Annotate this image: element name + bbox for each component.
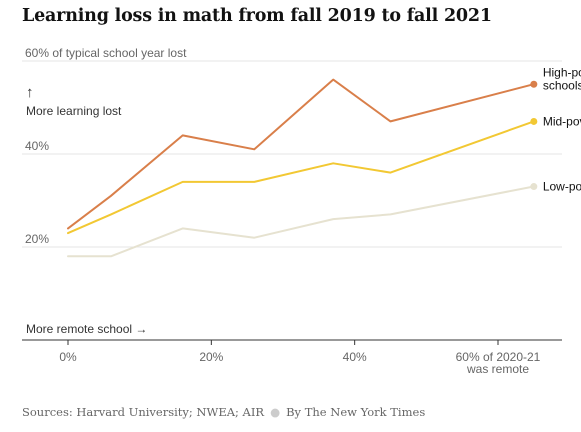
chart-title: Learning loss in math from fall 2019 to …: [22, 6, 492, 26]
series-line-high-poverty-schools: [67, 78, 535, 230]
series-end-dot-low-poverty: [530, 183, 538, 191]
series-line-low-poverty: [67, 185, 535, 258]
x-tick-label: 0%: [59, 350, 77, 364]
x-tick-label-line2: was remote: [466, 362, 529, 376]
series-end-dot-high-poverty-schools: [530, 80, 538, 88]
series-end-dot-mid-poverty: [530, 117, 538, 125]
footer: Sources: Harvard University; NWEA; AIR ● B…: [22, 405, 425, 419]
byline-text: By The New York Times: [286, 405, 426, 419]
y-tick-label: 60% of typical school year lost: [25, 46, 187, 60]
y-tick-label: 20%: [25, 232, 49, 246]
y-tick-label: 40%: [25, 139, 49, 153]
series-label-mid-poverty: Mid-poverty: [543, 114, 581, 128]
axis-annotations: ↑ More learning lost More remote school …: [26, 84, 147, 336]
x-tick-label: 40%: [343, 350, 367, 364]
series-label-high-poverty-schools: schools: [543, 78, 581, 92]
x-direction-label: More remote school →: [26, 322, 147, 336]
series-lines: [67, 78, 538, 258]
separator-dot-icon: ●: [270, 405, 281, 419]
series-labels: Low-poverty Mid-poverty High-povertyschool…: [543, 65, 581, 193]
x-tick-label: 60% of 2020-21: [456, 350, 541, 364]
y-direction-label: More learning lost: [26, 104, 122, 118]
series-label-high-poverty-schools: High-poverty: [543, 65, 581, 79]
sources-text: Sources: Harvard University; NWEA; AIR: [22, 405, 265, 419]
x-tick-label: 20%: [199, 350, 223, 364]
gridlines: 20% 40% 60% of typical school year lost: [22, 46, 562, 248]
y-direction-arrow: ↑: [26, 84, 34, 101]
series-line-mid-poverty: [67, 120, 535, 235]
series-label-low-poverty: Low-poverty: [543, 180, 581, 194]
line-chart: 20% 40% 60% of typical school year lost 0%…: [22, 46, 581, 376]
